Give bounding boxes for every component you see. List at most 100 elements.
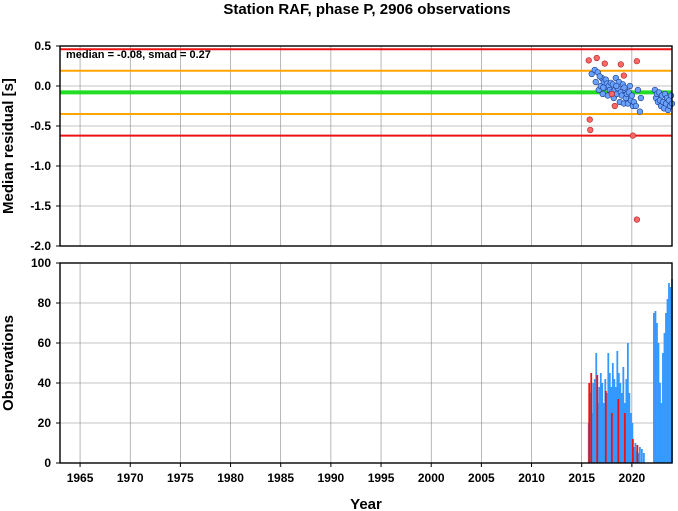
year-x-ticks: 1965 1970 1975 1980 1985 1990 1995 2000 2005 2010… [67, 463, 646, 485]
x-tick-label: 1990 [318, 471, 345, 485]
observation-bar [589, 393, 592, 463]
y-tick-label: -0.5 [30, 119, 51, 133]
x-axis-label: Year [350, 496, 382, 511]
outlier-point [633, 216, 640, 223]
residual-point [600, 84, 607, 91]
flagged-observation-bar [636, 445, 639, 463]
residual-point [667, 92, 675, 99]
x-tick-label: 2010 [518, 471, 545, 485]
flagged-observation-bar [631, 439, 634, 463]
residual-point [636, 108, 643, 115]
y-tick-label: 40 [38, 376, 52, 390]
x-tick-label: 1995 [368, 471, 395, 485]
observation-bar [637, 453, 640, 463]
outlier-point [608, 90, 615, 98]
y-tick-label: -1.0 [30, 159, 51, 173]
x-tick-label: 1980 [217, 471, 244, 485]
observation-bar [632, 447, 635, 463]
observation-bar [656, 323, 658, 463]
outlier-point [586, 116, 593, 123]
observation-bar [657, 343, 660, 463]
observation-bar [668, 283, 670, 463]
observation-bar [660, 403, 663, 463]
outlier-point [620, 72, 627, 79]
observation-bar [662, 353, 664, 463]
observation-bar [625, 379, 628, 463]
observation-bar [629, 413, 632, 463]
reference-lines [60, 48, 672, 137]
observation-bar [663, 333, 666, 463]
residual-point [632, 102, 639, 110]
observation-bar [641, 449, 643, 463]
y-tick-label: -1.5 [30, 199, 51, 213]
y-tick-label: 20 [38, 416, 52, 430]
y-tick-label: -2.0 [30, 239, 51, 253]
residual-point [592, 78, 599, 86]
observation-bar [613, 379, 616, 463]
observation-bar [634, 443, 637, 463]
observation-bar [666, 299, 669, 463]
residual-point [628, 92, 635, 99]
residual-point [637, 94, 644, 102]
chart-title: Station RAF, phase P, 2906 observations [223, 1, 510, 18]
observation-bar [619, 383, 622, 463]
observation-bar [601, 383, 604, 463]
observation-bar [608, 373, 611, 463]
residual-y-ticks: 0.5 0.0 -0.5 -1.0 -1.5 -2.0 [30, 39, 60, 253]
outlier-point [601, 60, 608, 67]
observation-bar [643, 453, 645, 463]
residual-plot-area [60, 46, 672, 246]
y-tick-label: 80 [38, 296, 52, 310]
flagged-observation-bar [604, 391, 607, 463]
outlier-point [611, 102, 618, 110]
stats-annotation: median = -0.08, smad = 0.27 [66, 49, 211, 61]
observation-bar [593, 379, 596, 463]
x-tick-label: 1975 [167, 471, 194, 485]
observation-bar [599, 373, 602, 463]
observation-bar [622, 367, 625, 463]
observation-bar [620, 393, 623, 463]
x-tick-label: 2000 [418, 471, 445, 485]
residual-point [621, 84, 628, 91]
residual-point [613, 82, 620, 90]
observation-bar [607, 353, 610, 463]
residual-point [634, 86, 641, 94]
observation-bar [654, 311, 657, 463]
x-tick-label: 1985 [267, 471, 294, 485]
y-tick-label: 0.0 [34, 79, 51, 93]
outlier-point [585, 57, 592, 64]
outlier-point [593, 54, 600, 62]
observations-panel: 0 20 40 60 80 100 1965 1970 1975 1980 1985 1990 199… [0, 256, 673, 511]
observation-bar [659, 383, 661, 463]
outlier-point [629, 132, 636, 139]
residual-point [626, 82, 633, 90]
x-tick-label: 2015 [568, 471, 595, 485]
observations-y-axis-label: Observations [0, 315, 17, 411]
observations-y-ticks: 0 20 40 60 80 100 [31, 256, 60, 470]
x-tick-label: 1970 [117, 471, 144, 485]
flagged-observation-bar [588, 383, 591, 463]
flagged-observation-bar [596, 375, 599, 463]
observation-bar [616, 351, 619, 463]
observation-bar [602, 403, 605, 463]
y-tick-label: 100 [31, 256, 51, 270]
observation-bar [595, 353, 598, 463]
observation-bar [605, 393, 608, 463]
outlier-point [633, 58, 640, 65]
observation-bar [638, 447, 641, 463]
observation-bar [626, 343, 629, 463]
residual-frame [59, 45, 673, 247]
y-tick-label: 0.5 [34, 39, 51, 53]
x-tick-label: 2005 [468, 471, 495, 485]
observation-bars [587, 279, 673, 463]
y-tick-label: 60 [38, 336, 52, 350]
flagged-observation-bar [590, 373, 593, 463]
flagged-observation-bar [610, 413, 613, 463]
x-tick-label: 1965 [67, 471, 94, 485]
residual-points [585, 54, 676, 223]
outlier-point [617, 61, 624, 68]
observation-bar [592, 383, 595, 463]
observation-bar [653, 313, 655, 463]
observation-bar [611, 363, 614, 463]
